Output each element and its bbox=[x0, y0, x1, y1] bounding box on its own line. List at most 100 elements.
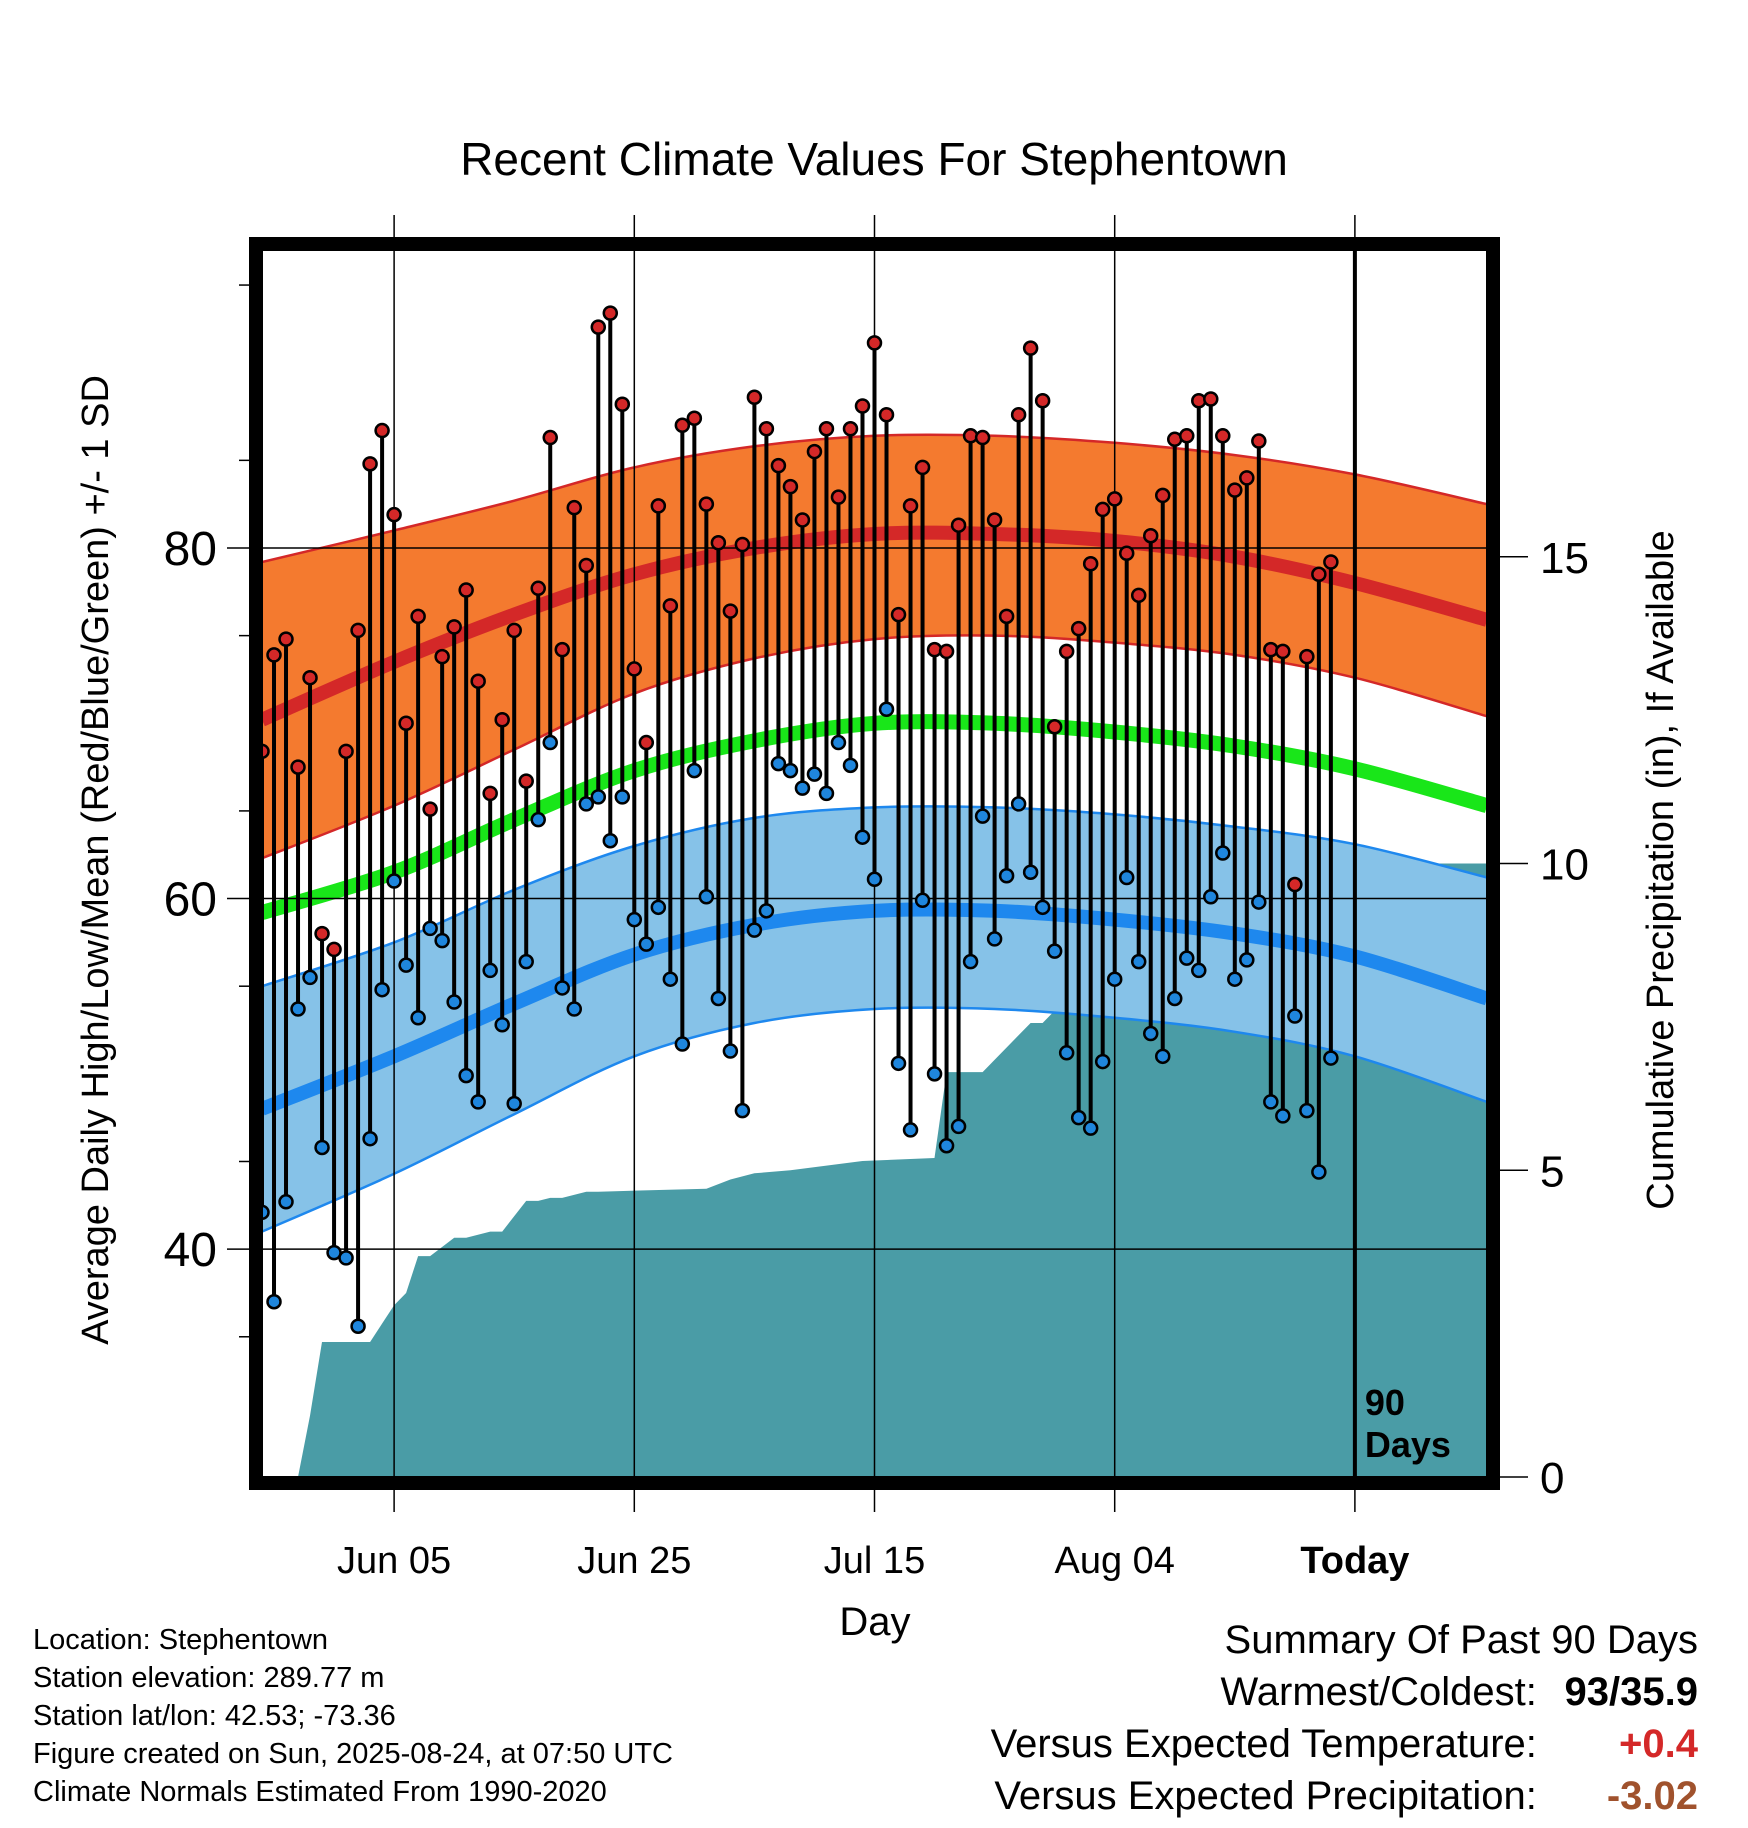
daily-low-point bbox=[962, 953, 979, 970]
daily-high-point bbox=[1154, 487, 1171, 504]
y-axis-label-right: Cumulative Precipitation (in), If Availa… bbox=[1640, 530, 1682, 1209]
daily-high-point bbox=[1070, 620, 1087, 637]
daily-high-point bbox=[914, 459, 931, 476]
daily-high-point bbox=[1227, 482, 1243, 498]
daily-high-point bbox=[290, 759, 306, 775]
daily-high-point bbox=[1323, 554, 1339, 570]
daily-high-point bbox=[326, 941, 342, 958]
daily-low-point bbox=[758, 903, 775, 919]
low-temp-sd-band bbox=[262, 806, 1487, 1232]
low-temp-lower-sd-line bbox=[262, 1006, 1487, 1233]
today-window-label: Days bbox=[1365, 1424, 1451, 1465]
daily-low-point bbox=[1142, 1025, 1159, 1042]
daily-high-point bbox=[338, 743, 354, 760]
daily-low-point bbox=[890, 1055, 907, 1072]
daily-low-point bbox=[1311, 1164, 1327, 1180]
daily-low-point bbox=[410, 1010, 426, 1026]
daily-low-point bbox=[1251, 894, 1267, 910]
plot-frame bbox=[249, 237, 1500, 1490]
daily-high-point bbox=[1311, 566, 1327, 583]
daily-high-point bbox=[854, 398, 871, 414]
daily-low-point bbox=[1058, 1045, 1075, 1061]
daily-high-point bbox=[686, 410, 703, 427]
left-tick-label: 80 bbox=[164, 523, 217, 576]
daily-high-point bbox=[434, 648, 450, 665]
daily-low-point bbox=[842, 757, 859, 774]
daily-low-point bbox=[1239, 952, 1255, 968]
daily-low-point bbox=[590, 789, 607, 805]
daily-low-point bbox=[262, 1204, 270, 1221]
daily-high-point bbox=[722, 603, 739, 619]
daily-low-point bbox=[746, 922, 763, 938]
daily-low-point bbox=[770, 755, 787, 772]
daily-high-point bbox=[890, 606, 907, 623]
daily-low-point bbox=[866, 871, 883, 888]
daily-low-point bbox=[1299, 1102, 1315, 1119]
daily-high-point bbox=[494, 712, 510, 728]
daily-low-point bbox=[1106, 971, 1123, 987]
daily-high-point bbox=[566, 499, 583, 516]
daily-low-point bbox=[1191, 962, 1207, 979]
daily-high-point bbox=[710, 534, 727, 551]
daily-low-point bbox=[1287, 1008, 1303, 1024]
daily-low-point bbox=[950, 1118, 967, 1135]
daily-low-point bbox=[482, 962, 498, 979]
daily-high-point bbox=[542, 429, 558, 446]
summary-label: Versus Expected Precipitation: bbox=[994, 1774, 1537, 1818]
daily-low-point bbox=[494, 1017, 510, 1033]
daily-high-point bbox=[506, 622, 522, 639]
daily-high-point bbox=[266, 647, 282, 663]
daily-low-point bbox=[1166, 990, 1183, 1007]
daily-low-point bbox=[542, 734, 558, 751]
daily-low-point bbox=[662, 971, 679, 987]
right-tick-label: 10 bbox=[1540, 841, 1589, 890]
daily-low-point bbox=[626, 911, 643, 928]
daily-high-point bbox=[770, 457, 787, 474]
daily-high-point bbox=[1130, 587, 1147, 604]
daily-low-point bbox=[818, 785, 835, 802]
daily-high-point bbox=[362, 456, 378, 472]
daily-low-point bbox=[470, 1094, 486, 1110]
daily-high-point bbox=[662, 598, 679, 614]
daily-low-point bbox=[1094, 1053, 1111, 1070]
daily-low-point bbox=[914, 892, 931, 909]
daily-low-point bbox=[1179, 950, 1195, 966]
summary-temp-departure: Versus Expected Temperature: +0.4 bbox=[991, 1722, 1698, 1767]
daily-high-point bbox=[1118, 545, 1135, 561]
daily-low-point bbox=[1130, 953, 1147, 970]
daily-low-point bbox=[806, 766, 823, 782]
daily-low-point bbox=[650, 899, 667, 916]
y-axis-label-left: Average Daily High/Low/Mean (Red/Blue/Gr… bbox=[75, 375, 117, 1345]
daily-low-point bbox=[1203, 889, 1219, 905]
summary-precip-departure: Versus Expected Precipitation: -3.02 bbox=[994, 1774, 1698, 1819]
daily-high-point bbox=[1239, 470, 1255, 486]
daily-low-point bbox=[314, 1139, 330, 1156]
daily-low-point bbox=[986, 931, 1003, 947]
daily-high-point bbox=[1179, 428, 1195, 444]
right-tick-label: 15 bbox=[1540, 534, 1589, 583]
daily-high-point bbox=[1287, 876, 1303, 893]
daily-high-point bbox=[350, 622, 366, 639]
normal-low-line bbox=[262, 902, 1487, 1116]
daily-high-point bbox=[1275, 643, 1291, 660]
daily-high-point bbox=[302, 669, 318, 686]
daily-high-point bbox=[758, 421, 775, 437]
daily-low-point bbox=[1227, 971, 1243, 987]
daily-high-point bbox=[1010, 407, 1027, 423]
daily-high-point bbox=[674, 417, 691, 434]
daily-high-point bbox=[422, 801, 438, 817]
axes: 80 60 40 15 10 5 0 Jun 05 Jun 25 Jul 15 Aug 04 Toda… bbox=[164, 215, 1589, 1582]
daily-low-point bbox=[794, 780, 811, 796]
daily-high-point bbox=[446, 619, 462, 635]
daily-low-point bbox=[422, 920, 438, 937]
daily-low-point bbox=[1323, 1050, 1339, 1066]
x-tick-label: Aug 04 bbox=[1054, 1540, 1174, 1582]
high-temp-lower-sd-line bbox=[262, 634, 1487, 860]
daily-low-point bbox=[506, 1095, 522, 1112]
daily-low-point bbox=[554, 980, 570, 996]
latlon-text: Station lat/lon: 42.53; -73.36 bbox=[33, 1700, 396, 1732]
daily-high-point bbox=[1046, 719, 1063, 735]
location-text: Location: Stephentown bbox=[33, 1624, 329, 1656]
daily-low-point bbox=[938, 1137, 955, 1154]
